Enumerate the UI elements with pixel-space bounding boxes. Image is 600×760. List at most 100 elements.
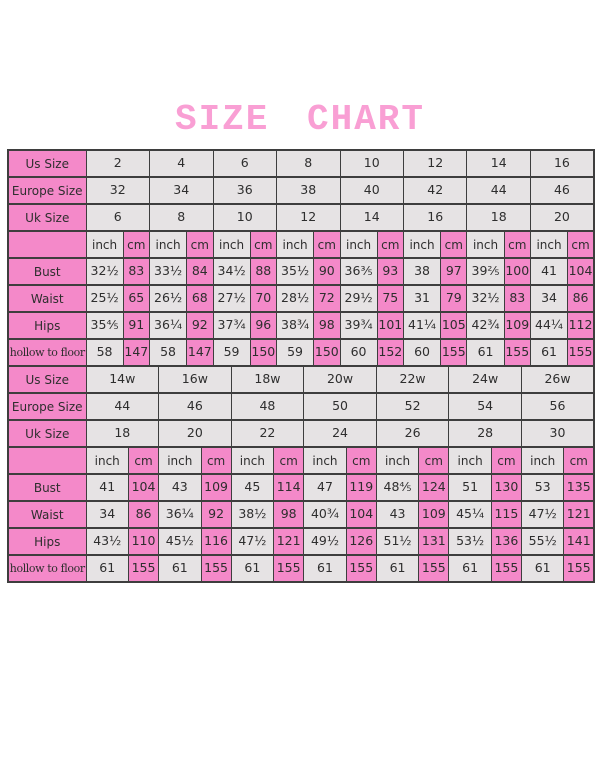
measurement-cm-cell: 109 — [200, 473, 232, 502]
row-label-cell: Us Size — [7, 149, 87, 178]
size-value-cell: 8 — [276, 149, 341, 178]
measurement-cm-cell: 141 — [563, 527, 595, 556]
measurement-inch-cell: 61 — [520, 554, 565, 583]
measurement-cm-cell: 155 — [563, 554, 595, 583]
size-value-cell: 20 — [529, 203, 595, 232]
size-value-cell: 16w — [158, 365, 232, 394]
size-value-cell: 46 — [158, 392, 232, 421]
unit-inch-cell: inch — [375, 446, 420, 475]
size-row: Uk Size 6 8 10 12 14 16 18 20 — [7, 203, 595, 232]
measurement-cm-cell: 152 — [376, 338, 404, 367]
measurement-inch-cell: 47½ — [230, 527, 275, 556]
unit-cm-cell: cm — [503, 230, 531, 259]
size-value-cell: 16 — [402, 203, 468, 232]
measurement-inch-cell: 25½ — [85, 284, 124, 313]
measurement-cm-cell: 92 — [200, 500, 232, 529]
measurement-inch-cell: 41 — [85, 473, 129, 502]
measurement-inch-cell: 55½ — [520, 527, 565, 556]
size-value-cell: 8 — [149, 203, 214, 232]
page-title: SIZE CHART — [174, 99, 426, 140]
measurement-inch-cell: 60 — [402, 338, 442, 367]
measurement-cm-cell: 155 — [345, 554, 377, 583]
measurement-inch-cell: 34½ — [212, 257, 251, 286]
size-value-cell: 46 — [529, 176, 595, 205]
measurement-row: hollow to floor 61 155 61 155 61 155 61 155 61 155… — [7, 554, 595, 583]
measurement-inch-cell: 42¾ — [466, 311, 505, 340]
unit-cm-cell: cm — [440, 230, 468, 259]
measurement-inch-cell: 61 — [85, 554, 129, 583]
measurement-inch-cell: 53½ — [448, 527, 492, 556]
size-value-cell: 10 — [339, 149, 404, 178]
measurement-inch-cell: 36¼ — [158, 500, 202, 529]
measurement-cm-cell: 98 — [313, 311, 341, 340]
size-value-cell: 20 — [158, 419, 232, 448]
size-value-cell: 50 — [303, 392, 377, 421]
measurement-cm-cell: 90 — [313, 257, 341, 286]
measurement-row: Hips 43½ 110 45½ 116 47½ 121 49½ 126 51½ 131 53½ 136… — [7, 527, 595, 556]
size-value-cell: 54 — [448, 392, 522, 421]
measurement-cm-cell: 135 — [563, 473, 595, 502]
unit-cm-cell: cm — [376, 230, 404, 259]
measurement-inch-cell: 28½ — [275, 284, 315, 313]
measurement-inch-cell: 43 — [158, 473, 202, 502]
measurement-cm-cell: 83 — [503, 284, 531, 313]
measurement-cm-cell: 147 — [122, 338, 151, 367]
size-row: Us Size 2 4 6 8 10 12 14 16 — [7, 149, 595, 178]
unit-cm-cell: cm — [490, 446, 522, 475]
measurement-cm-cell: 136 — [490, 527, 522, 556]
size-value-cell: 40 — [339, 176, 404, 205]
size-value-cell: 42 — [402, 176, 468, 205]
measurement-row: Waist 34 86 36¼ 92 38½ 98 40¾ 104 43 109 45¼ 115 47½ 1… — [7, 500, 595, 529]
size-value-cell: 44 — [85, 392, 160, 421]
unit-inch-cell: inch — [230, 446, 275, 475]
size-value-cell: 28 — [448, 419, 522, 448]
size-value-cell: 14 — [466, 149, 531, 178]
measurement-inch-cell: 35⅘ — [85, 311, 124, 340]
measurement-cm-cell: 79 — [440, 284, 468, 313]
measurement-cm-cell: 109 — [418, 500, 450, 529]
measurement-cm-cell: 155 — [273, 554, 305, 583]
measurement-cm-cell: 155 — [503, 338, 531, 367]
size-value-cell: 56 — [520, 392, 595, 421]
size-value-cell: 26w — [520, 365, 595, 394]
measurement-inch-cell: 34 — [529, 284, 569, 313]
unit-inch-cell: inch — [158, 446, 202, 475]
size-value-cell: 6 — [85, 203, 150, 232]
unit-cm-cell: cm — [418, 446, 450, 475]
size-value-cell: 10 — [212, 203, 277, 232]
size-value-cell: 2 — [85, 149, 150, 178]
measurement-cm-cell: 131 — [418, 527, 450, 556]
measurement-cm-cell: 72 — [313, 284, 341, 313]
measurement-inch-cell: 41 — [529, 257, 569, 286]
measurement-cm-cell: 114 — [273, 473, 305, 502]
row-label-cell: Hips — [7, 527, 87, 556]
measurement-cm-cell: 68 — [186, 284, 214, 313]
row-label-cell — [7, 446, 87, 475]
measurement-inch-cell: 47½ — [520, 500, 565, 529]
size-value-cell: 52 — [375, 392, 450, 421]
row-label-cell: Hips — [7, 311, 87, 340]
measurement-inch-cell: 51½ — [375, 527, 420, 556]
row-label-cell: Us Size — [7, 365, 87, 394]
measurement-cm-cell: 155 — [490, 554, 522, 583]
unit-inch-cell: inch — [148, 230, 188, 259]
measurement-inch-cell: 29½ — [339, 284, 378, 313]
measurement-row: Hips 35⅘ 91 36¼ 92 37¾ 96 38¾ 98 39¾ 101 41¼ 105 42¾ 1… — [7, 311, 595, 340]
measurement-inch-cell: 43½ — [85, 527, 129, 556]
unit-row: inch cm inch cm inch cm inch cm inch cm inch cm inch… — [7, 230, 595, 259]
unit-inch-cell: inch — [85, 446, 129, 475]
measurement-inch-cell: 60 — [339, 338, 378, 367]
unit-inch-cell: inch — [402, 230, 442, 259]
measurement-cm-cell: 150 — [313, 338, 341, 367]
size-value-cell: 12 — [276, 203, 341, 232]
size-value-cell: 18 — [466, 203, 531, 232]
row-label-cell: hollow to floor — [7, 338, 87, 367]
measurement-inch-cell: 61 — [529, 338, 569, 367]
row-label-cell: Europe Size — [7, 176, 87, 205]
unit-cm-cell: cm — [127, 446, 160, 475]
measurement-row: hollow to floor 58 147 58 147 59 150 59 150 60 152… — [7, 338, 595, 367]
unit-inch-cell: inch — [303, 446, 347, 475]
measurement-inch-cell: 59 — [275, 338, 315, 367]
measurement-inch-cell: 61 — [375, 554, 420, 583]
